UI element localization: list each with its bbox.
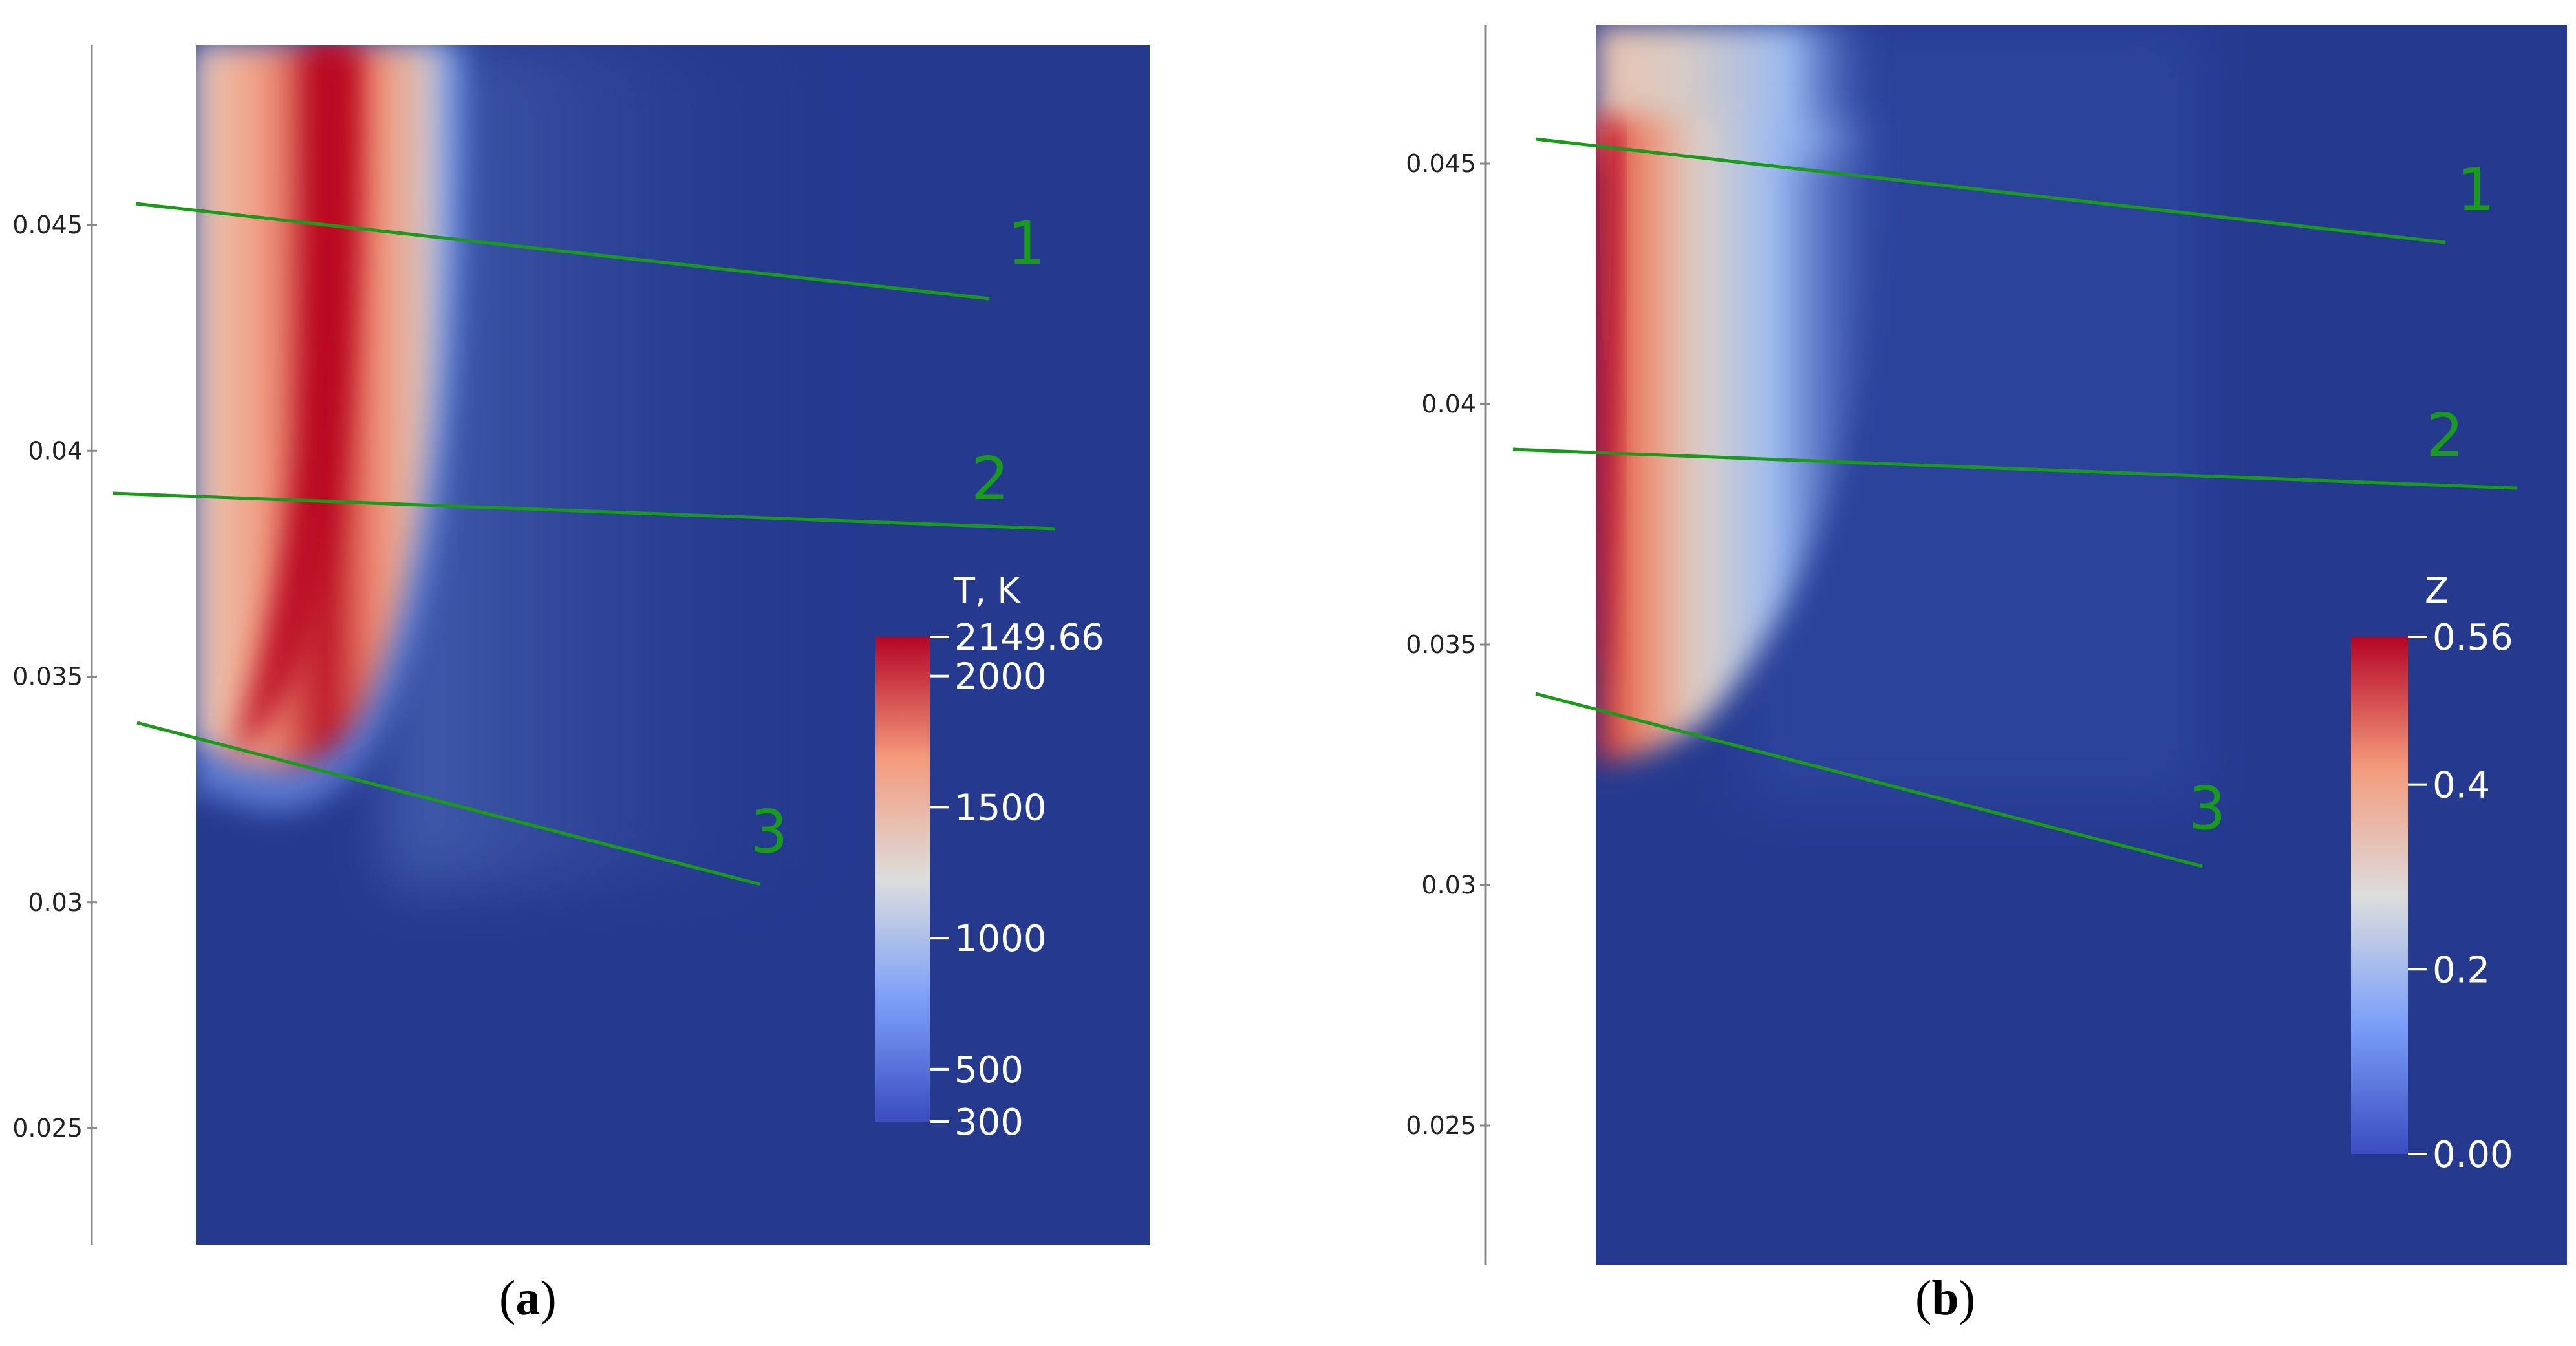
- y-tick-label-a-3: 0.03: [28, 888, 83, 917]
- line-label-b-1: 1: [2457, 155, 2495, 224]
- line-label-a-2: 2: [971, 444, 1009, 513]
- y-tick-label-b-0: 0.045: [1406, 149, 1476, 178]
- colorbar-tick-label-a-3: 1000: [954, 918, 1047, 960]
- colorbar-title-a: T, K: [953, 570, 1021, 611]
- colorbar-tick-label-b-3: 0.00: [2432, 1134, 2513, 1176]
- annotated-lines-b: 1 2 3: [1512, 137, 2517, 868]
- panel-b: 0.045 0.04 0.035 0.03 0.025 Z 0.56 0.4 0.2 0.00…: [1406, 25, 2567, 1265]
- colorbar-tick-label-a-2: 1500: [954, 787, 1047, 829]
- line-label-b-3: 3: [2188, 774, 2226, 843]
- y-tick-label-a-4: 0.025: [12, 1114, 83, 1142]
- colorbar-tick-label-a-5: 300: [954, 1102, 1024, 1144]
- colorbar-tick-label-a-4: 500: [954, 1049, 1024, 1091]
- y-tick-label-b-4: 0.025: [1406, 1111, 1476, 1140]
- colorbar-tick-label-a-0: 2149.66: [954, 617, 1104, 659]
- temperature-field: [196, 45, 1150, 1245]
- colorbar-b: [2351, 637, 2408, 1154]
- colorbar-title-b: Z: [2425, 570, 2449, 611]
- annotated-lines-a: 1 2 3: [113, 202, 1056, 886]
- panel-label-b: (b): [1915, 1271, 1975, 1325]
- y-tick-label-a-2: 0.035: [12, 663, 83, 691]
- panel-a: 0.045 0.04 0.035 0.03 0.025 T, K 2149.662000…: [12, 45, 1150, 1245]
- y-tick-label-a-1: 0.04: [28, 436, 83, 465]
- panel-label-a: (a): [499, 1271, 557, 1325]
- y-tick-label-b-3: 0.03: [1421, 871, 1476, 899]
- line-label-a-1: 1: [1007, 209, 1046, 278]
- mixture-fraction-field: [1596, 25, 2567, 1265]
- colorbar-tick-label-b-0: 0.56: [2432, 617, 2513, 659]
- colorbar-a: [875, 637, 930, 1122]
- y-tick-label-a-0: 0.045: [12, 211, 83, 239]
- y-tick-label-b-2: 0.035: [1406, 630, 1476, 659]
- y-tick-label-b-1: 0.04: [1421, 390, 1476, 418]
- colorbar-tick-label-a-1: 2000: [954, 656, 1047, 698]
- line-label-b-2: 2: [2426, 401, 2464, 470]
- colorbar-tick-label-b-2: 0.2: [2432, 949, 2490, 991]
- line-label-a-3: 3: [750, 797, 788, 866]
- colorbar-tick-label-b-1: 0.4: [2432, 765, 2490, 807]
